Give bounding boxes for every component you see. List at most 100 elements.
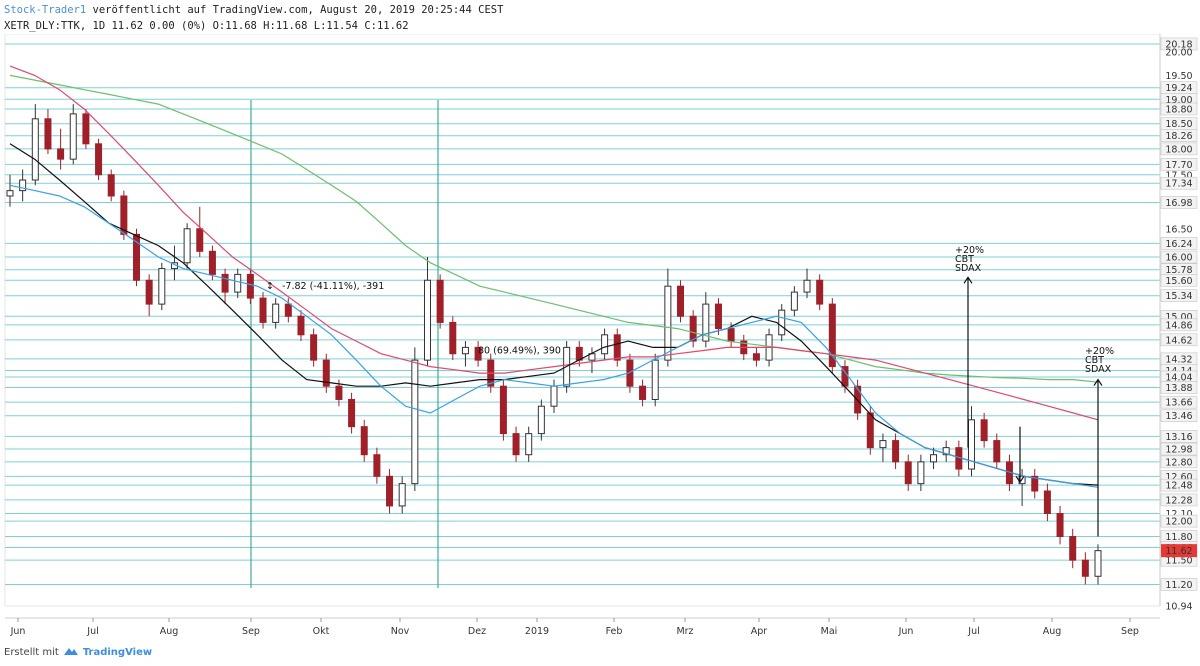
candle-body[interactable]	[158, 268, 166, 305]
candle-body[interactable]	[411, 359, 419, 485]
candle-body[interactable]	[790, 291, 798, 311]
y-tick-box	[1160, 578, 1198, 591]
candle-body[interactable]	[208, 250, 216, 275]
candle-body[interactable]	[1081, 559, 1089, 577]
candle-body[interactable]	[1043, 490, 1051, 514]
y-tick-label: 14.86	[1165, 320, 1192, 331]
candle-body[interactable]	[82, 113, 90, 145]
candle-body[interactable]	[335, 385, 343, 400]
candle-body[interactable]	[44, 118, 52, 150]
sma-slow-line[interactable]	[9, 65, 1099, 421]
candle-body[interactable]	[423, 279, 431, 361]
sma-fast-line[interactable]	[9, 184, 1099, 488]
candle-body[interactable]	[727, 328, 735, 342]
candle-body[interactable]	[272, 303, 280, 323]
candle-body[interactable]	[19, 179, 27, 192]
measure-label-2: 80 (69.49%), 390	[478, 346, 561, 357]
candle-body[interactable]	[525, 433, 533, 456]
target-note-2-index1: CBT	[1085, 355, 1104, 366]
candle-body[interactable]	[1069, 536, 1077, 561]
y-tick-label: 10.94	[1165, 602, 1192, 613]
candle-body[interactable]	[246, 273, 254, 299]
y-tick-box	[1160, 289, 1198, 302]
y-tick-label: 12.98	[1165, 445, 1192, 456]
candle-body[interactable]	[639, 385, 647, 400]
candle-body[interactable]	[512, 433, 520, 456]
candle-body[interactable]	[816, 279, 824, 305]
candle-body[interactable]	[677, 285, 685, 317]
candle-body[interactable]	[499, 385, 507, 435]
candle-body[interactable]	[322, 359, 330, 387]
brand-text[interactable]: TradingView	[82, 647, 153, 658]
candle-body[interactable]	[1094, 550, 1102, 577]
candle-body[interactable]	[537, 405, 545, 435]
candle-body[interactable]	[917, 461, 925, 485]
candle-body[interactable]	[550, 385, 558, 407]
candle-body[interactable]	[386, 475, 394, 507]
candle-body[interactable]	[778, 309, 786, 336]
candle-body[interactable]	[31, 118, 39, 181]
plot-frame	[4, 34, 1161, 607]
candle-body[interactable]	[879, 440, 887, 449]
candle-body[interactable]	[221, 273, 229, 293]
candle-body[interactable]	[942, 447, 950, 456]
candle-body[interactable]	[449, 321, 457, 355]
y-tick-label: 12.10	[1165, 509, 1192, 520]
candle-body[interactable]	[689, 315, 697, 342]
candle-body[interactable]	[828, 303, 836, 368]
target-note-1-index1: CBT	[955, 254, 974, 265]
y-tick-label: 14.62	[1165, 335, 1192, 346]
candle-body[interactable]	[651, 359, 659, 400]
candle-body[interactable]	[714, 303, 722, 330]
candle-body[interactable]	[803, 279, 811, 293]
y-tick-label: 12.80	[1165, 457, 1192, 468]
candle-body[interactable]	[601, 334, 609, 355]
candle-body[interactable]	[133, 233, 141, 281]
sma-mid-line[interactable]	[9, 143, 1099, 486]
candle-body[interactable]	[348, 398, 356, 428]
candle-body[interactable]	[310, 334, 318, 361]
candle-body[interactable]	[1056, 512, 1064, 538]
price-chart[interactable]: -7.82 (-41.11%), -391 ↕ 80 (69.49%), 390 +2…	[0, 34, 1200, 640]
candle-body[interactable]	[436, 279, 444, 323]
y-tick-label: 11.20	[1165, 580, 1192, 591]
candle-body[interactable]	[892, 440, 900, 463]
x-tick-label: Feb	[606, 626, 623, 637]
candle-body[interactable]	[183, 228, 191, 264]
candle-body[interactable]	[284, 303, 292, 317]
candle-body[interactable]	[69, 113, 77, 160]
sma-long-line[interactable]	[9, 74, 1099, 383]
candle-body[interactable]	[259, 297, 267, 323]
candle-body[interactable]	[1031, 475, 1039, 492]
candle-body[interactable]	[474, 346, 482, 361]
author-name[interactable]: Stock-Trader1	[4, 4, 87, 16]
candle-body[interactable]	[297, 315, 305, 336]
y-tick-box	[1160, 493, 1198, 507]
candle-body[interactable]	[613, 334, 621, 361]
candle-body[interactable]	[930, 454, 938, 463]
candle-body[interactable]	[234, 273, 242, 293]
candle-body[interactable]	[107, 174, 115, 197]
candle-body[interactable]	[373, 454, 381, 477]
candle-body[interactable]	[980, 419, 988, 442]
candle-body[interactable]	[360, 426, 368, 456]
candle-body[interactable]	[904, 461, 912, 485]
candle-body[interactable]	[120, 195, 128, 235]
candle-body[interactable]	[752, 353, 760, 361]
candle-body[interactable]	[6, 190, 14, 197]
candle-body[interactable]	[993, 440, 1001, 463]
candle-body[interactable]	[57, 148, 65, 160]
candle-body[interactable]	[398, 483, 406, 507]
arrow-up-2-head	[1093, 378, 1103, 386]
candle-body[interactable]	[461, 346, 469, 355]
last-price-label: 11.62	[1165, 546, 1192, 557]
measure-label-1: -7.82 (-41.11%), -391	[282, 281, 384, 292]
candle-body[interactable]	[664, 285, 672, 361]
candle-body[interactable]	[145, 279, 153, 305]
candle-body[interactable]	[866, 412, 874, 449]
x-tick-label: Jul	[86, 626, 98, 637]
y-tick-box	[1160, 142, 1198, 156]
candle-body[interactable]	[95, 143, 103, 176]
candle-body[interactable]	[196, 228, 204, 252]
candle-body[interactable]	[702, 303, 710, 342]
